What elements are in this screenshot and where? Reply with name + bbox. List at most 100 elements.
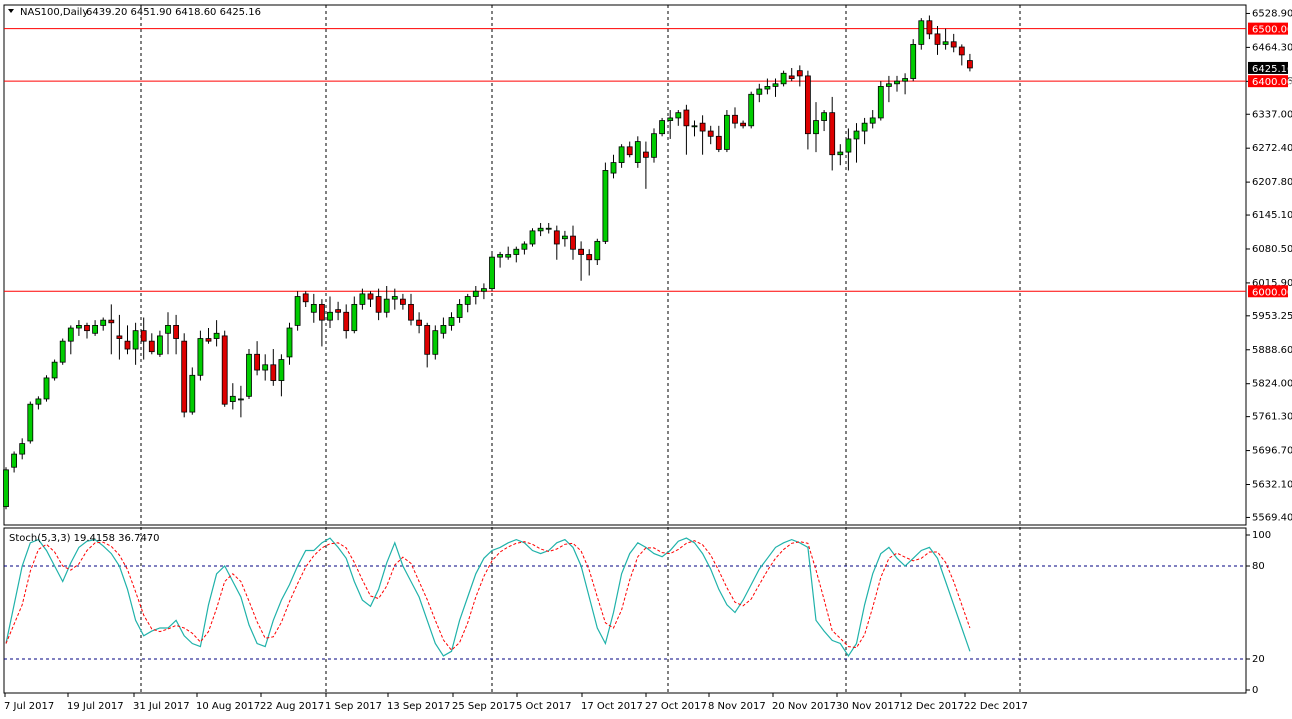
candle (286, 322, 293, 365)
candle (408, 293, 414, 326)
candle (327, 296, 333, 329)
stoch-tick-label: 80 (1252, 561, 1265, 572)
candle (237, 385, 244, 418)
stoch-signal-line (5, 540, 971, 651)
candle (821, 110, 827, 132)
candle (351, 296, 358, 334)
candle (262, 354, 269, 381)
stoch-lines (5, 537, 971, 657)
candle (3, 467, 9, 510)
candle (505, 246, 512, 260)
price-tick-label: 6528.90 (1252, 8, 1292, 19)
candle (724, 110, 730, 153)
candle (715, 125, 722, 153)
candle (958, 44, 965, 66)
candle (610, 154, 617, 179)
svg-text:6500.00: 6500.00 (1252, 25, 1292, 36)
candle (181, 333, 188, 418)
stoch-axis: 100 80 20 0 (1246, 530, 1271, 696)
price-tick-label: 6145.10 (1252, 210, 1292, 221)
candle (424, 322, 431, 368)
dropdown-arrow-icon[interactable] (8, 9, 14, 13)
candle (51, 359, 58, 381)
candle (464, 293, 471, 313)
stoch-tick-label: 20 (1252, 654, 1265, 665)
price-tick-label: 6337.00 (1252, 109, 1292, 120)
candle (456, 299, 463, 323)
candle (651, 128, 657, 163)
price-tag: 6425.16 (1248, 61, 1292, 75)
time-tick-label: 12 Dec 2017 (900, 701, 964, 712)
time-tick-label: 27 Oct 2017 (645, 701, 707, 712)
price-tick-label: 5953.25 (1252, 311, 1292, 322)
price-tag: 6000.00 (1248, 285, 1292, 298)
time-tick-label: 31 Jul 2017 (133, 701, 190, 712)
candle (626, 141, 633, 158)
candle (934, 26, 941, 55)
price-tick-label: 5888.60 (1252, 345, 1292, 356)
candle (335, 301, 342, 321)
candle (756, 83, 763, 103)
candle (699, 115, 706, 155)
candle (278, 354, 285, 397)
candle (894, 75, 900, 92)
candle (270, 349, 277, 386)
stoch-tick-label: 0 (1252, 685, 1258, 696)
candle (497, 251, 504, 268)
candle (732, 107, 738, 129)
candle (76, 320, 82, 336)
stoch-main-line (5, 537, 971, 657)
candle (92, 320, 98, 336)
price-tag: 6500.00 (1248, 22, 1292, 36)
candle (796, 65, 803, 87)
time-tick-label: 10 Aug 2017 (196, 701, 260, 712)
candle (229, 383, 236, 410)
price-tick-label: 5761.30 (1252, 412, 1292, 423)
price-tick-label: 6272.40 (1252, 143, 1292, 154)
time-tick-label: 17 Oct 2017 (581, 701, 643, 712)
candle (805, 70, 811, 150)
candle (675, 110, 682, 126)
candle (35, 396, 42, 410)
candle (148, 333, 155, 355)
candle (967, 53, 973, 72)
candle (416, 312, 423, 334)
candle (448, 312, 455, 331)
candle (618, 144, 625, 168)
candle (853, 123, 860, 163)
candle (707, 125, 714, 145)
candle (521, 241, 528, 255)
time-tick-label: 22 Dec 2017 (964, 701, 1028, 712)
candle (586, 249, 593, 276)
stoch-label: Stoch(5,3,3) 19.4158 36.7470 (9, 533, 160, 544)
candle (772, 78, 779, 97)
candle (165, 312, 171, 355)
candle (343, 304, 350, 339)
price-tags: 6500.00 6400.00 6000.00 6425.16 (1248, 22, 1292, 298)
time-tick-label: 7 Jul 2017 (4, 701, 54, 712)
candle (837, 144, 844, 166)
candle (375, 288, 382, 321)
time-tick-label: 13 Sep 2017 (387, 701, 450, 712)
price-tick-label: 6080.50 (1252, 244, 1292, 255)
candle (667, 110, 674, 139)
candle (197, 330, 204, 381)
candle (748, 91, 755, 129)
price-tick-label: 5824.00 (1252, 379, 1292, 390)
candlesticks (3, 15, 973, 510)
candle (383, 286, 390, 318)
candle (367, 291, 374, 308)
candle (918, 18, 925, 50)
candle (318, 299, 325, 347)
candle (294, 291, 301, 331)
candle (553, 225, 560, 260)
time-tick-label: 8 Nov 2017 (708, 701, 766, 712)
candle (108, 304, 115, 355)
candle (942, 28, 949, 50)
candle (310, 293, 317, 323)
candle (440, 317, 447, 339)
candle (221, 330, 228, 407)
candle (877, 81, 884, 121)
price-tick-label: 5632.10 (1252, 480, 1292, 491)
